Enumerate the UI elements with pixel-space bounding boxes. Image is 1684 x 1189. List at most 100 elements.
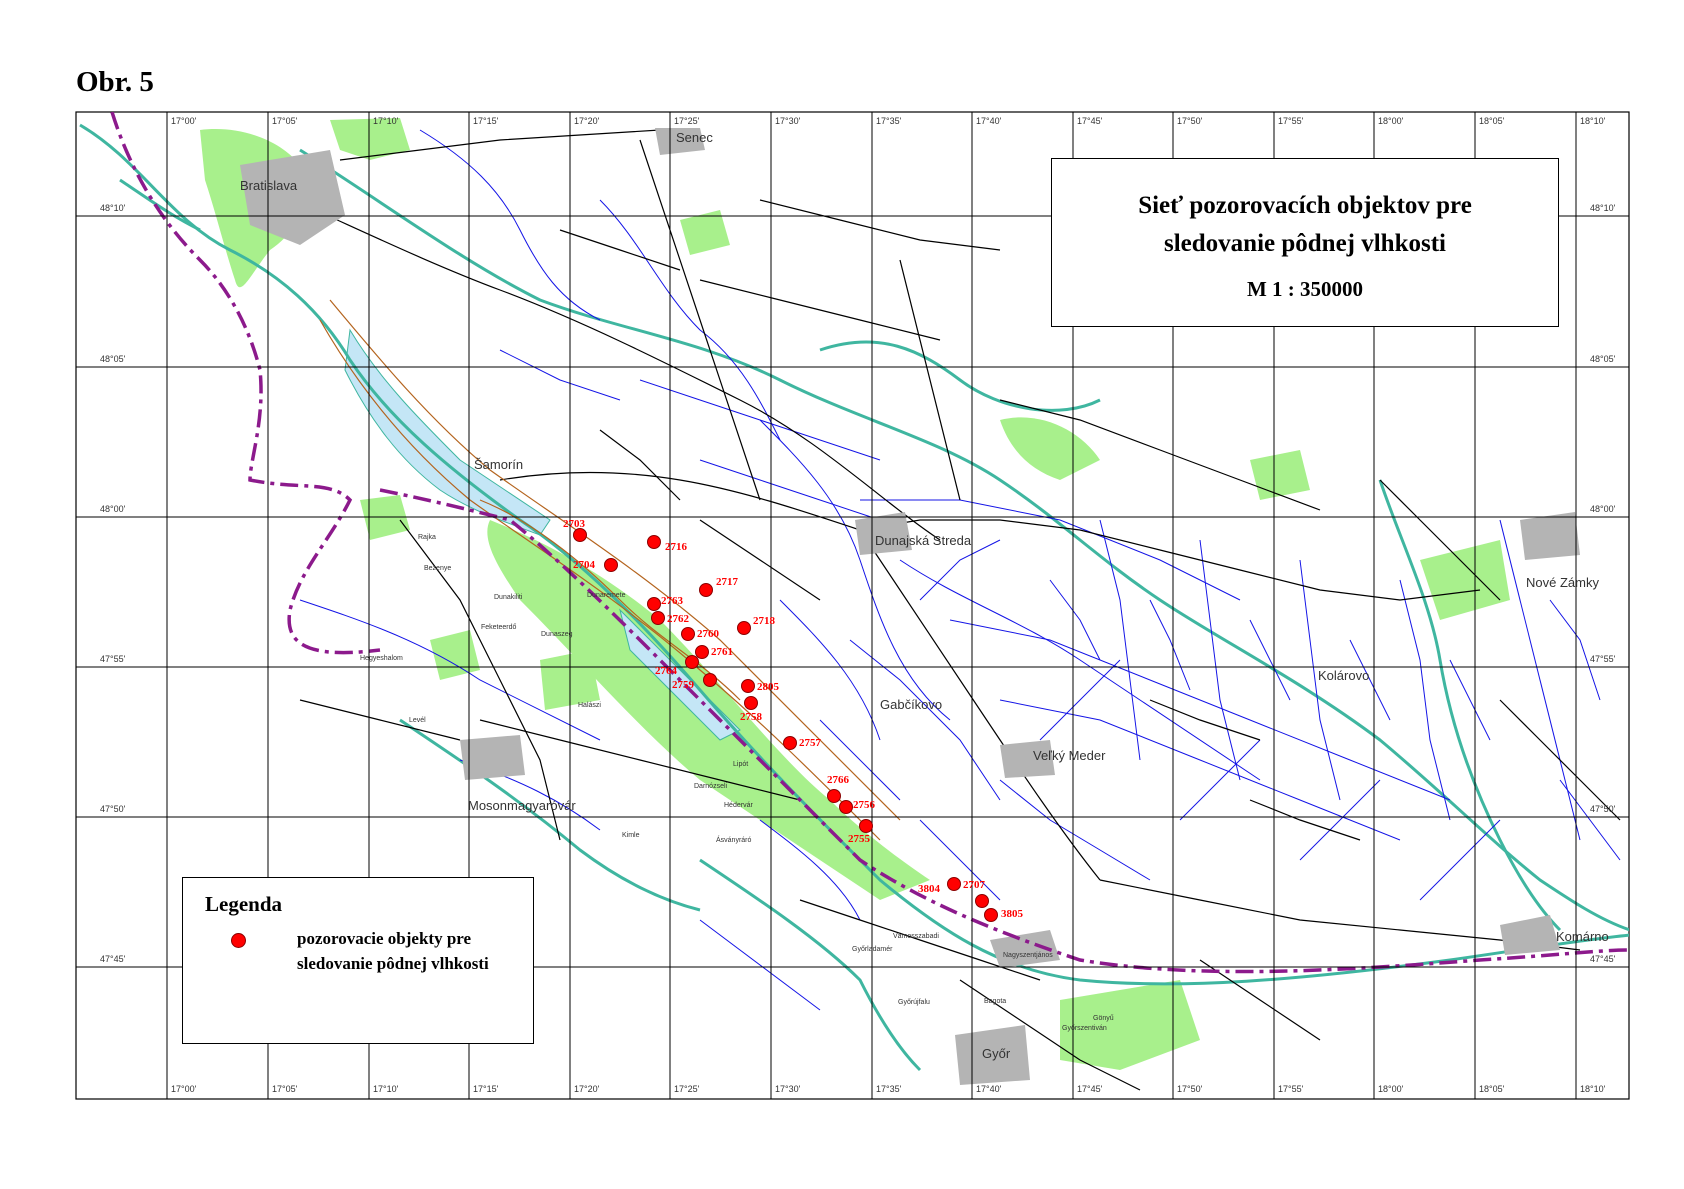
observation-point-label: 2760 xyxy=(697,628,720,640)
place-hegyeshalom: Hegyeshalom xyxy=(360,655,403,662)
observation-point-label: 2762 xyxy=(667,613,690,625)
observation-point-label: 2763 xyxy=(661,595,684,607)
tick-lon-top: 18°05' xyxy=(1479,116,1505,126)
tick-lat-right: 47°50' xyxy=(1590,804,1616,814)
observation-point[interactable]: 2759 xyxy=(672,673,717,692)
place-nove-zamky: Nové Zámky xyxy=(1526,575,1599,590)
legend: Legenda pozorovacie objekty pre sledovan… xyxy=(182,877,534,1044)
observation-point[interactable]: 2756 xyxy=(839,799,876,814)
tick-lat-right: 47°45' xyxy=(1590,954,1616,964)
legend-title: Legenda xyxy=(205,892,283,916)
legend-item-text: pozorovacie objekty pre sledovanie pôdne… xyxy=(297,926,489,976)
urban-layer xyxy=(240,128,1580,1085)
place-vamosszabadi: Vámosszabadi xyxy=(893,933,939,940)
tick-lon-top: 17°45' xyxy=(1077,116,1103,126)
observation-point[interactable]: 2703 xyxy=(563,518,587,542)
observation-points: 2703 2716 2704 2717 2763 2762 2718 2760 … xyxy=(563,518,1024,922)
observation-point[interactable]: 2760 xyxy=(681,627,720,641)
observation-point[interactable]: 2755 xyxy=(848,819,873,846)
observation-point-label: 3804 xyxy=(918,883,941,895)
observation-point-label: 2707 xyxy=(963,879,986,891)
observation-point[interactable]: 2758 xyxy=(740,696,763,724)
tick-lat-left: 48°05' xyxy=(100,354,126,364)
tick-lon-bottom: 17°50' xyxy=(1177,1084,1203,1094)
place-dunaszeg: Dunaszeg xyxy=(541,631,573,638)
observation-point[interactable]: 2763 xyxy=(647,595,684,611)
observation-point-label: 2704 xyxy=(573,559,596,571)
observation-point[interactable]: 2716 xyxy=(647,535,688,554)
stream-layer xyxy=(299,129,1621,1011)
observation-point-label: 2766 xyxy=(827,774,850,786)
place-halaszi: Halászi xyxy=(578,702,601,709)
map-scale: M 1 : 350000 xyxy=(1246,277,1364,301)
tick-lon-top: 17°55' xyxy=(1278,116,1304,126)
tick-lon-bottom: 17°40' xyxy=(976,1084,1002,1094)
tick-lat-left: 47°55' xyxy=(100,654,126,664)
observation-point[interactable]: 2757 xyxy=(783,736,822,750)
tick-lat-left: 48°10' xyxy=(100,203,126,213)
tick-lon-top: 17°20' xyxy=(574,116,600,126)
observation-point[interactable]: 3804 xyxy=(918,883,989,908)
tick-lon-top: 18°10' xyxy=(1580,116,1606,126)
tick-lon-bottom: 17°00' xyxy=(171,1084,197,1094)
latitude-ticks-left: 48°10' 48°05' 48°00' 47°55' 47°50' 47°45… xyxy=(100,203,126,964)
observation-point[interactable]: 2761 xyxy=(695,645,734,659)
place-gyorladamer: Győrladamér xyxy=(852,946,893,953)
place-rajka: Rajka xyxy=(418,534,436,541)
tick-lon-bottom: 17°35' xyxy=(876,1084,902,1094)
place-darnozseli: Darnózseli xyxy=(694,783,728,790)
place-level: Levél xyxy=(409,717,426,724)
observation-point-label: 2764 xyxy=(655,665,678,677)
place-feketeerdo: Feketeerdő xyxy=(481,624,517,631)
road-layer xyxy=(269,129,1621,1091)
tick-lat-right: 48°10' xyxy=(1590,203,1616,213)
observation-point[interactable]: 3805 xyxy=(984,908,1024,922)
tick-lon-bottom: 17°15' xyxy=(473,1084,499,1094)
place-komarno: Komárno xyxy=(1556,929,1609,944)
legend-marker-icon xyxy=(231,933,246,948)
observation-point[interactable]: 2762 xyxy=(651,611,690,626)
place-kimle: Kimle xyxy=(622,832,640,839)
place-bagota: Bagota xyxy=(984,998,1006,1005)
place-gabcikovo: Gabčíkovo xyxy=(880,697,942,712)
tick-lon-bottom: 17°55' xyxy=(1278,1084,1304,1094)
observation-point[interactable]: 2718 xyxy=(737,615,776,635)
longitude-ticks-top: 17°00' 17°05' 17°10' 17°15' 17°20' 17°25… xyxy=(171,116,1606,126)
place-mosonmagyarovar: Mosonmagyaróvár xyxy=(468,798,576,813)
observation-point[interactable]: 2707 xyxy=(947,877,986,892)
observation-point[interactable]: 2805 xyxy=(741,679,780,694)
observation-point-label: 2756 xyxy=(853,799,876,811)
tick-lon-bottom: 17°05' xyxy=(272,1084,298,1094)
observation-point[interactable]: 2764 xyxy=(655,655,699,678)
water-layer xyxy=(344,328,741,741)
place-lipot: Lipót xyxy=(733,761,748,768)
observation-point-label: 3805 xyxy=(1001,908,1024,920)
place-asvanyraro: Ásványráró xyxy=(716,835,752,844)
observation-point[interactable]: 2717 xyxy=(699,576,739,597)
observation-point-label: 2703 xyxy=(563,518,586,530)
observation-point[interactable]: 2766 xyxy=(827,774,850,803)
legend-item-line2: sledovanie pôdnej vlhkosti xyxy=(297,954,489,973)
map-layers: Bratislava Senec Šamorín Dunajská Streda… xyxy=(76,112,1629,1099)
place-gyorszentivan: Győrszentiván xyxy=(1062,1025,1107,1032)
tick-lon-top: 17°30' xyxy=(775,116,801,126)
tick-lat-right: 48°00' xyxy=(1590,504,1616,514)
tick-lon-bottom: 17°30' xyxy=(775,1084,801,1094)
latitude-ticks-right: 48°10' 48°05' 48°00' 47°55' 47°50' 47°45… xyxy=(1590,203,1616,964)
place-gyorujfalu: Győrújfalu xyxy=(898,999,930,1006)
place-dunajska-streda: Dunajská Streda xyxy=(875,533,972,548)
tick-lon-bottom: 18°10' xyxy=(1580,1084,1606,1094)
river-layer xyxy=(79,123,1629,1072)
observation-point-label: 2757 xyxy=(799,737,822,749)
figure-label: Obr. 5 xyxy=(76,66,154,98)
tick-lat-left: 48°00' xyxy=(100,504,126,514)
observation-point-label: 2716 xyxy=(665,541,688,553)
observation-point-label: 2758 xyxy=(740,711,763,723)
place-bratislava: Bratislava xyxy=(240,178,298,193)
tick-lon-top: 17°05' xyxy=(272,116,298,126)
map-title-box: Sieť pozorovacích objektov pre sledovani… xyxy=(1051,158,1559,327)
observation-point[interactable]: 2704 xyxy=(573,558,618,572)
tick-lon-top: 17°25' xyxy=(674,116,700,126)
legend-item-line1: pozorovacie objekty pre xyxy=(297,929,472,948)
map-title-line1: Sieť pozorovacích objektov pre xyxy=(1138,192,1472,219)
